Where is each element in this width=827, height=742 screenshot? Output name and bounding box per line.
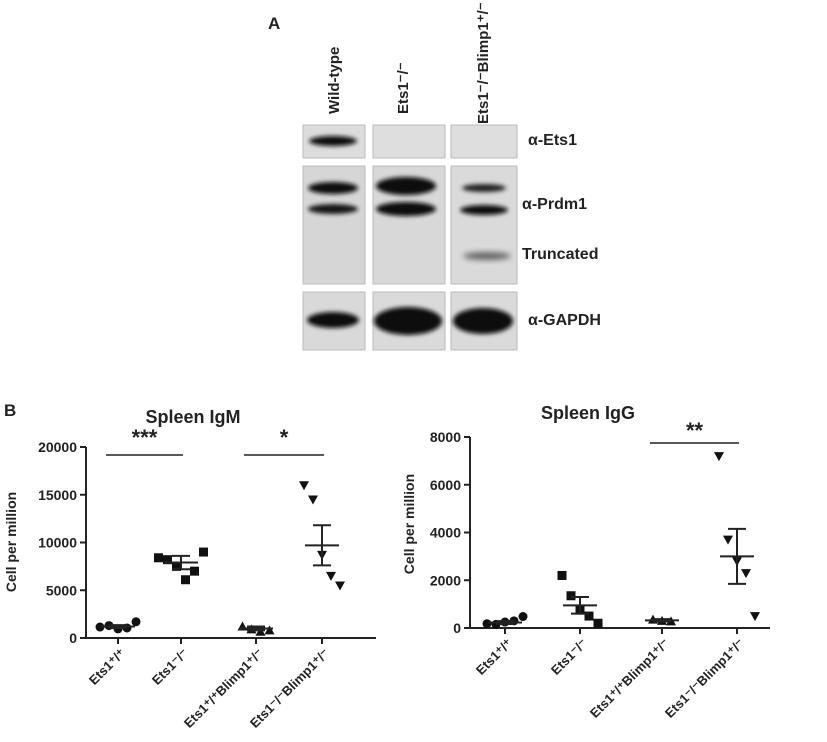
band [463,252,511,260]
y-tick-label: 2000 [430,572,461,588]
band [307,312,359,328]
data-point [750,612,760,622]
x-tick-label: Ets1⁻/⁻ [548,635,590,677]
x-tick-label: Ets1⁻/⁻Blimp1⁺/⁻ [662,635,747,720]
data-point [566,591,576,601]
band [308,204,358,214]
y-tick-label: 20000 [38,439,77,455]
x-tick-label: Ets1⁺/⁺Blimp1⁺/⁻ [587,635,672,720]
data-point [154,553,163,563]
data-point [723,535,733,545]
chart-title: Spleen IgG [541,403,635,423]
data-point [308,495,318,505]
band [309,136,357,146]
data-point [518,612,528,622]
y-axis-label: Cell per million [3,492,19,592]
y-tick-label: 4000 [430,525,461,541]
data-point [584,611,594,621]
data-point [593,618,603,628]
y-tick-label: 15000 [38,487,77,503]
band [374,307,442,335]
y-tick-label: 8000 [430,429,461,445]
blot-panel [450,124,518,159]
band [462,184,506,192]
data-point [557,570,567,580]
band [376,202,436,216]
y-tick-label: 10000 [38,535,77,551]
data-point [482,619,492,629]
data-point [326,571,336,581]
antibody-label-gapdh: α-GAPDH [528,312,601,329]
chart-title: Spleen IgM [145,407,240,427]
data-point [335,581,345,591]
y-tick-label: 0 [69,630,77,646]
data-point [131,617,141,627]
antibody-label-ets1: α-Ets1 [528,132,577,149]
band [308,182,358,194]
data-point [172,561,181,571]
band [376,177,436,195]
data-point [264,625,275,635]
band [453,308,513,334]
western-blot [302,124,518,351]
x-tick-label: Ets1⁺/⁺ [473,635,515,677]
significance-label: *** [132,425,158,450]
panel-b-letter: B [4,401,17,420]
data-point [190,566,199,576]
data-point [163,555,172,565]
blot-panel [372,124,446,159]
panel-a-letter: A [268,14,281,33]
band [460,205,508,215]
significance-label: ** [686,418,704,443]
significance-label: * [280,425,289,450]
data-point [741,569,751,579]
y-axis-label: Cell per million [401,474,417,574]
data-point [714,452,724,462]
y-tick-label: 0 [453,620,461,636]
antibody-label-prdm1: α-Prdm1 [522,196,587,213]
data-point [299,481,309,491]
y-tick-label: 5000 [46,582,77,598]
data-point [199,547,208,557]
data-point [95,622,105,632]
antibody-label-truncated: Truncated [522,246,599,263]
data-point [181,575,190,585]
y-tick-label: 6000 [430,477,461,493]
